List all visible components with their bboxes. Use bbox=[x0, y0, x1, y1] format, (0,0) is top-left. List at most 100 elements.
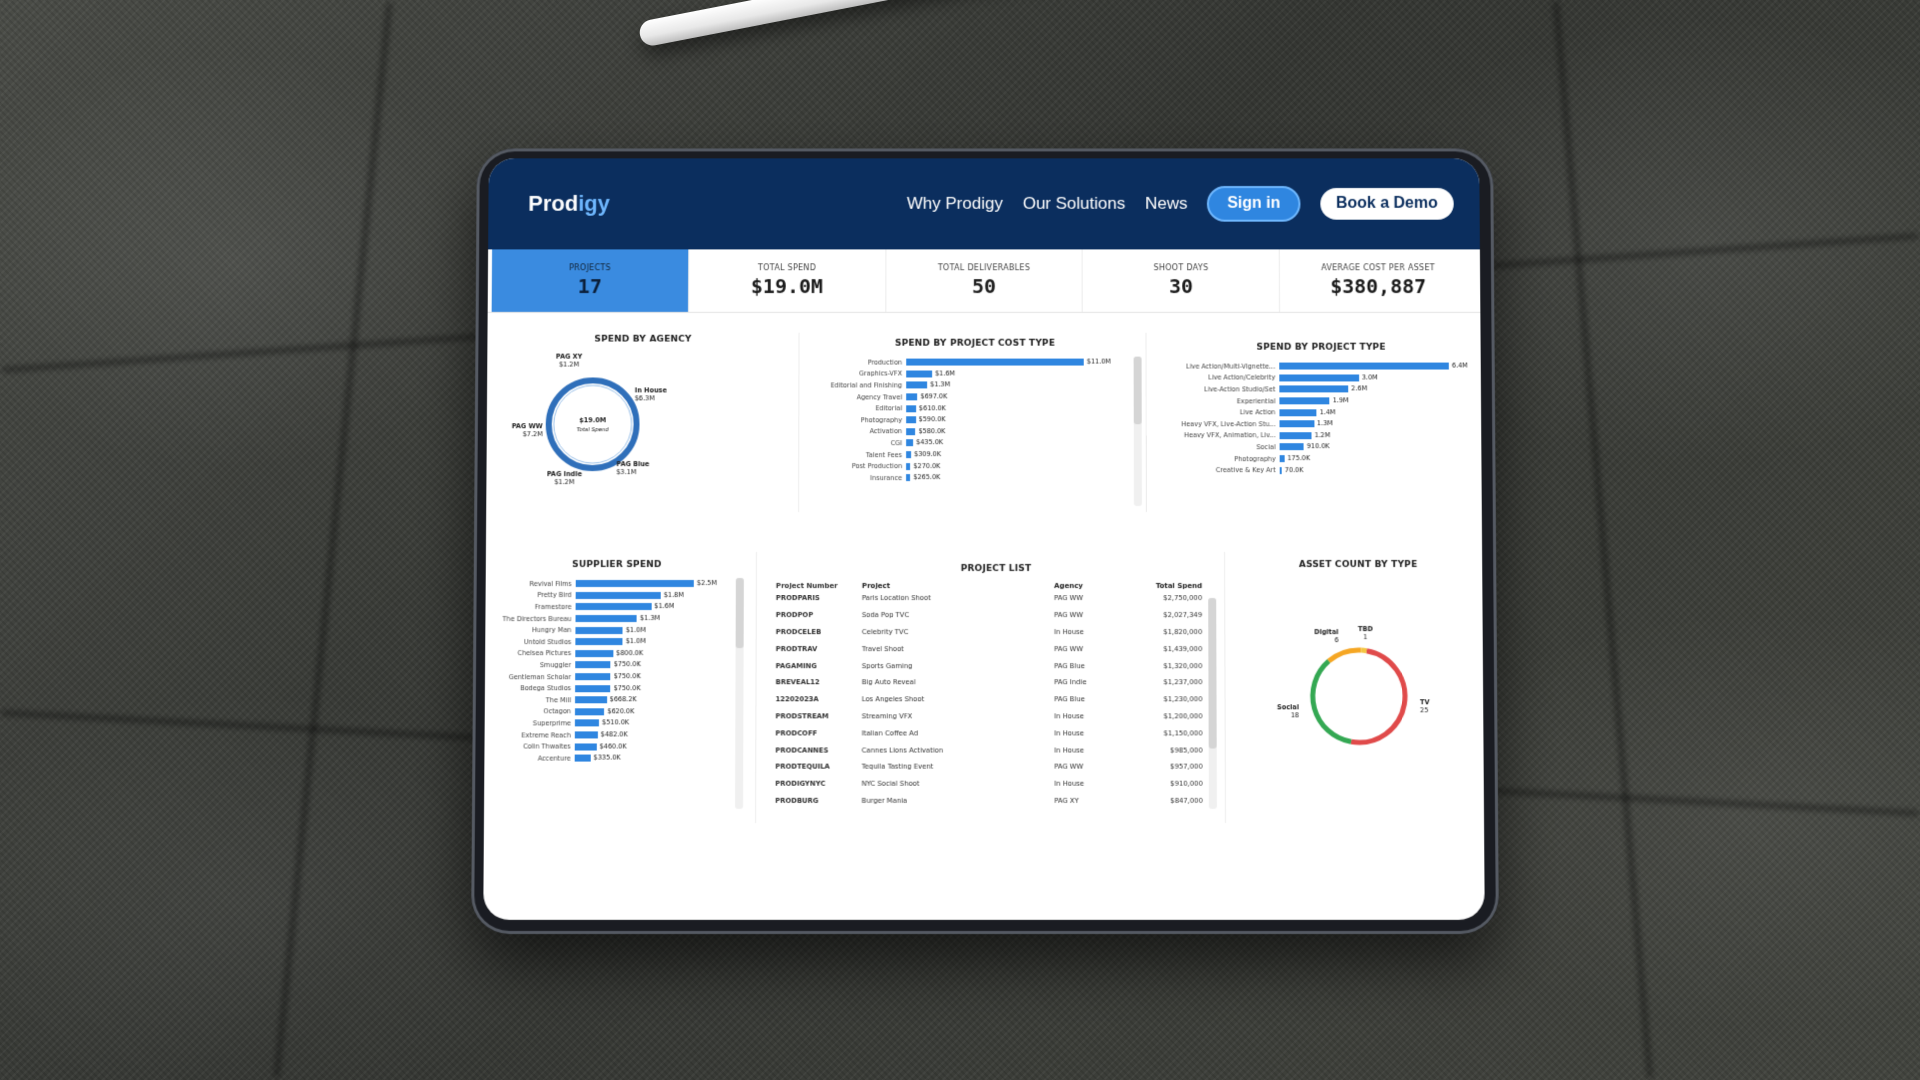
col-agency[interactable]: Agency bbox=[1054, 582, 1083, 591]
bar[interactable] bbox=[575, 580, 694, 588]
bar-row[interactable]: Social 910.0K bbox=[1164, 441, 1480, 453]
table-row[interactable]: PRODIGYNYC NYC Social Shoot In House $910,0… bbox=[775, 775, 1217, 792]
bar[interactable] bbox=[574, 719, 600, 727]
bar[interactable] bbox=[575, 684, 611, 692]
table-row[interactable]: PRODPARIS Paris Location Shoot PAG WW $2,75… bbox=[776, 590, 1216, 607]
bar-row[interactable]: Creative & Key Art 70.0K bbox=[1164, 464, 1480, 476]
book-demo-button[interactable]: Book a Demo bbox=[1320, 188, 1454, 220]
scrollbar-thumb[interactable] bbox=[735, 577, 744, 649]
table-row[interactable]: PRODTRAV Travel Shoot PAG WW $1,439,000 bbox=[776, 640, 1217, 657]
bar[interactable] bbox=[574, 754, 591, 762]
bar[interactable] bbox=[575, 615, 637, 623]
bar[interactable] bbox=[575, 638, 623, 646]
bar-row[interactable]: Activation $580.0K bbox=[816, 426, 1134, 438]
bar[interactable] bbox=[1279, 455, 1285, 463]
bar[interactable] bbox=[575, 603, 652, 611]
table-row[interactable]: PRODCELEB Celebrity TVC In House $1,820,000 bbox=[776, 624, 1217, 641]
bar-row[interactable]: Experiential 1.9M bbox=[1164, 395, 1479, 407]
bar-row[interactable]: Colin Thwaites $460.0K bbox=[490, 741, 741, 753]
table-row[interactable]: PAGAMING Sports Gaming PAG Blue $1,320,000 bbox=[776, 657, 1217, 674]
bar-row[interactable]: Live Action/Celebrity 3.0M bbox=[1164, 372, 1479, 384]
bar[interactable] bbox=[906, 439, 914, 447]
bar-row[interactable]: Framestore $1.6M bbox=[491, 601, 741, 613]
bar-row[interactable]: CGI $435.0K bbox=[816, 437, 1134, 449]
bar-row[interactable]: Live Action/Multi-Vignette... 6.4M bbox=[1164, 361, 1479, 373]
nav-link-news[interactable]: News bbox=[1145, 193, 1188, 213]
bar-row[interactable]: Gentleman Scholar $750.0K bbox=[491, 671, 742, 683]
kpi-shoot-days[interactable]: SHOOT DAYS 30 bbox=[1082, 249, 1281, 312]
table-row[interactable]: PRODCOFF Italian Coffee Ad In House $1,150,… bbox=[775, 725, 1216, 742]
scrollbar-thumb[interactable] bbox=[1133, 356, 1142, 425]
table-row[interactable]: 12202023A Los Angeles Shoot PAG Blue $1,230… bbox=[775, 691, 1216, 708]
kpi-average-cost-per-asset[interactable]: AVERAGE COST PER ASSET $380,887 bbox=[1280, 249, 1476, 311]
bar[interactable] bbox=[575, 696, 607, 704]
table-row[interactable]: BREVEAL12 Big Auto Reveal PAG Indie $1,237,… bbox=[776, 674, 1217, 691]
bar-row[interactable]: Photography $590.0K bbox=[816, 414, 1133, 426]
project-list-scrollbar[interactable] bbox=[1208, 598, 1217, 809]
bar-row[interactable]: Revival Films $2.5M bbox=[492, 578, 742, 590]
bar-row[interactable]: Production $11.0M bbox=[816, 357, 1133, 369]
bar[interactable] bbox=[1279, 466, 1282, 474]
cost-type-scrollbar[interactable] bbox=[1133, 356, 1142, 507]
bar[interactable] bbox=[575, 591, 661, 599]
bar[interactable] bbox=[575, 649, 614, 657]
bar[interactable] bbox=[1279, 408, 1317, 416]
bar-row[interactable]: Bodega Studios $750.0K bbox=[491, 683, 742, 695]
bar-row[interactable]: Untold Studios $1.0M bbox=[491, 636, 741, 648]
bar-row[interactable]: The Mill $668.2K bbox=[491, 694, 742, 706]
bar[interactable] bbox=[1279, 385, 1349, 393]
bar-row[interactable]: The Directors Bureau $1.3M bbox=[491, 613, 741, 625]
bar[interactable] bbox=[906, 416, 916, 424]
scrollbar-thumb[interactable] bbox=[1208, 598, 1217, 749]
bar[interactable] bbox=[1279, 420, 1314, 428]
bar-row[interactable]: Insurance $265.0K bbox=[816, 472, 1134, 484]
bar[interactable] bbox=[906, 358, 1084, 366]
bar[interactable] bbox=[575, 673, 611, 681]
bar-row[interactable]: Octagon $620.0K bbox=[491, 706, 742, 718]
agency-donut-ring[interactable] bbox=[548, 380, 636, 468]
bar[interactable] bbox=[906, 381, 928, 389]
bar[interactable] bbox=[906, 474, 911, 482]
bar[interactable] bbox=[906, 451, 912, 459]
bar-row[interactable]: Photography 175.0K bbox=[1164, 453, 1480, 465]
bar-row[interactable]: Editorial and Finishing $1.3M bbox=[816, 380, 1133, 392]
table-row[interactable]: PRODPOP Soda Pop TVC PAG WW $2,027,349 bbox=[776, 607, 1217, 624]
bar[interactable] bbox=[906, 405, 916, 412]
bar-row[interactable]: Chelsea Pictures $800.0K bbox=[491, 648, 741, 660]
asset-slice-social[interactable] bbox=[1313, 661, 1352, 742]
table-row[interactable]: PRODBURG Burger Mania PAG XY $847,000 bbox=[775, 792, 1217, 809]
bar-row[interactable]: Live-Action Studio/Set 2.6M bbox=[1164, 384, 1479, 396]
kpi-total-spend[interactable]: TOTAL SPEND $19.0M bbox=[688, 249, 887, 312]
bar[interactable] bbox=[575, 661, 611, 669]
bar-row[interactable]: Hungry Man $1.0M bbox=[491, 624, 741, 636]
nav-link-our-solutions[interactable]: Our Solutions bbox=[1022, 193, 1126, 213]
bar[interactable] bbox=[906, 428, 916, 436]
bar-row[interactable]: Graphics-VFX $1.6M bbox=[816, 368, 1133, 380]
bar[interactable] bbox=[574, 731, 598, 739]
table-row[interactable]: PRODTEQUILA Tequila Tasting Event PAG WW $9… bbox=[775, 759, 1217, 776]
bar[interactable] bbox=[1279, 432, 1312, 440]
nav-link-why-prodigy[interactable]: Why Prodigy bbox=[906, 193, 1003, 213]
bar[interactable] bbox=[1279, 374, 1359, 382]
bar-row[interactable]: Post Production $270.0K bbox=[816, 460, 1134, 472]
bar-row[interactable]: Pretty Bird $1.8M bbox=[492, 590, 742, 602]
bar[interactable] bbox=[575, 626, 623, 634]
bar[interactable] bbox=[1279, 362, 1449, 370]
asset-slice-tbd[interactable] bbox=[1361, 650, 1367, 651]
bar[interactable] bbox=[574, 743, 597, 751]
bar-row[interactable]: Talent Fees $309.0K bbox=[816, 449, 1134, 461]
bar-row[interactable]: Heavy VFX, Live-Action Stu... 1.3M bbox=[1164, 418, 1480, 430]
brand-logo[interactable]: Prodigy bbox=[528, 191, 610, 217]
bar-row[interactable]: Live Action 1.4M bbox=[1164, 407, 1479, 419]
bar[interactable] bbox=[906, 370, 933, 378]
asset-slice-digital[interactable] bbox=[1329, 650, 1361, 661]
kpi-total-deliverables[interactable]: TOTAL DELIVERABLES 50 bbox=[885, 249, 1084, 312]
table-row[interactable]: PRODCANNES Cannes Lions Activation In Hous… bbox=[775, 742, 1216, 759]
col-project[interactable]: Project bbox=[861, 582, 890, 591]
supplier-scrollbar[interactable] bbox=[735, 577, 744, 809]
bar-row[interactable]: Accenture $335.0K bbox=[490, 752, 741, 764]
col-total-spend[interactable]: Total Spend bbox=[1155, 582, 1203, 591]
col-project-number[interactable]: Project Number bbox=[775, 582, 838, 591]
